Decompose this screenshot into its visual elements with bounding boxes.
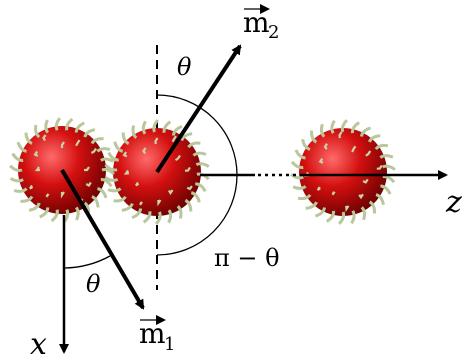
ligand xyxy=(362,207,365,219)
ligand xyxy=(108,188,120,190)
angle-arc xyxy=(64,256,110,268)
ligand xyxy=(306,202,317,208)
particle xyxy=(299,128,387,216)
ligand xyxy=(123,132,128,143)
diagram: m 2 m 1 θ π − θ θ x z xyxy=(0,0,467,361)
particles xyxy=(10,118,395,224)
ligand xyxy=(114,197,126,201)
ligand xyxy=(185,200,190,211)
ligand xyxy=(20,197,32,202)
ligand xyxy=(298,195,310,199)
ligand xyxy=(169,210,171,223)
x-axis-label: x xyxy=(30,327,47,361)
ligand xyxy=(136,183,139,186)
ligand xyxy=(97,149,109,152)
ligand xyxy=(92,139,104,144)
ligand xyxy=(26,133,32,144)
ligand xyxy=(293,186,306,188)
m2-subscript: 2 xyxy=(268,22,279,43)
ligand xyxy=(92,197,98,208)
ligand xyxy=(14,189,26,192)
m1-symbol: m xyxy=(139,317,166,350)
m1-subscript: 1 xyxy=(164,334,175,355)
ligand xyxy=(122,204,133,211)
theta-label: θ xyxy=(86,270,101,298)
pi-minus-theta-label: π − θ xyxy=(214,244,280,272)
ligand xyxy=(380,156,393,158)
ligand xyxy=(193,153,205,155)
m1-label: m 1 xyxy=(139,317,175,355)
ligand xyxy=(370,202,375,214)
ligand xyxy=(36,125,40,137)
ligand xyxy=(46,120,48,133)
ligand xyxy=(30,186,33,189)
ligand xyxy=(312,131,317,143)
ligand xyxy=(76,207,78,220)
ligand xyxy=(143,121,145,134)
m2-symbol: m xyxy=(243,6,270,39)
ligand xyxy=(178,206,181,218)
ligand xyxy=(321,124,324,136)
m2-label: m 2 xyxy=(243,6,279,43)
z-axis-label: z xyxy=(445,185,462,220)
ligand xyxy=(188,143,200,147)
ligand xyxy=(369,136,380,142)
ligand xyxy=(133,126,136,138)
ligand xyxy=(376,145,388,149)
theta-label: θ xyxy=(177,53,192,81)
